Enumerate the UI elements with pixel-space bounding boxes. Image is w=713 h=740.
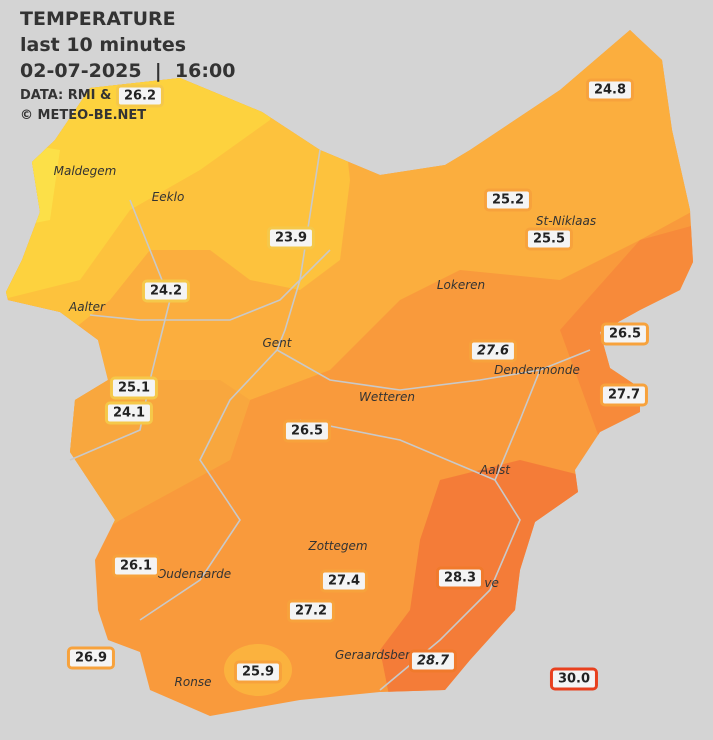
station-temp: 25.5 — [524, 227, 574, 251]
station-temp: 27.6 — [468, 339, 518, 363]
city-label: Aalst — [479, 463, 511, 477]
station-temp: 27.7 — [599, 383, 649, 407]
city-label: Eeklo — [152, 190, 185, 204]
station-temp: 26.5 — [600, 322, 650, 346]
city-label: St-Niklaas — [536, 214, 596, 228]
city-label: Gent — [263, 336, 293, 350]
station-temp: 25.9 — [233, 660, 283, 684]
station-temp: 26.9 — [66, 646, 116, 670]
station-temp: 28.7 — [408, 649, 458, 673]
city-label: Maldegem — [54, 164, 117, 178]
station-temp: 26.5 — [282, 419, 332, 443]
datetime: 02-07-2025 | 16:00 — [20, 60, 236, 82]
subtitle: last 10 minutes — [20, 34, 187, 56]
station-temp: 30.0 — [549, 667, 599, 691]
station-temp: 27.4 — [319, 569, 369, 593]
station-temp: 26.1 — [111, 554, 161, 578]
station-temp: 24.1 — [104, 401, 154, 425]
city-label: Dendermonde — [494, 363, 580, 377]
city-label: Wetteren — [359, 390, 415, 404]
station-temp: 27.2 — [286, 599, 336, 623]
station-temp: 26.2 — [115, 84, 165, 108]
city-label: Zottegem — [307, 539, 367, 553]
station-temp: 28.3 — [435, 566, 485, 590]
station-temp: 23.9 — [266, 226, 316, 250]
station-temp: 24.8 — [585, 78, 635, 102]
city-label: Aalter — [68, 300, 106, 314]
city-label: Geraardsbergen — [335, 648, 433, 662]
city-label: Ronse — [175, 675, 212, 689]
city-label: Lokeren — [437, 278, 485, 292]
station-temp: 24.2 — [141, 279, 191, 303]
city-label: Oudenaarde — [157, 567, 231, 581]
station-temp: 25.1 — [109, 376, 159, 400]
title: TEMPERATURE — [20, 8, 176, 30]
station-temp: 25.2 — [483, 188, 533, 212]
credit: © METEO-BE.NET — [20, 108, 147, 123]
city-labels: Maldegem Eeklo Aalter Gent Lokeren St-Ni… — [54, 164, 596, 689]
